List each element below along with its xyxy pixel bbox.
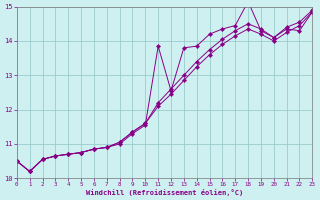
- X-axis label: Windchill (Refroidissement éolien,°C): Windchill (Refroidissement éolien,°C): [86, 189, 243, 196]
